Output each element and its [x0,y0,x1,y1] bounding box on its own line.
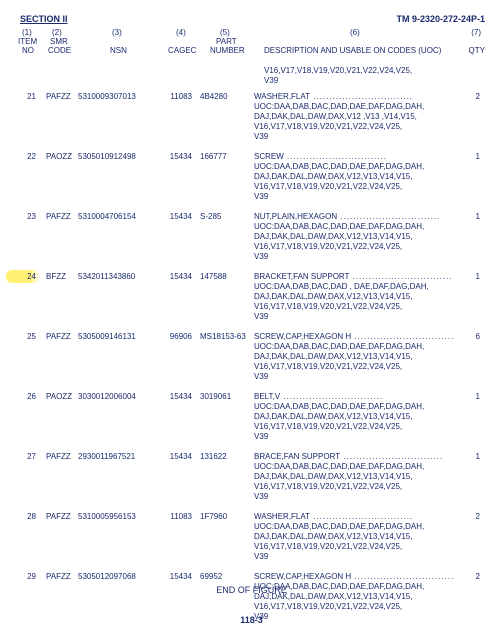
table-row: 26PAOZZ3030012006004154343019061BELT,V .… [0,392,503,442]
cell-qty: 1 [456,272,480,322]
col6-n: (6) [350,28,360,37]
cell-part: 131622 [192,452,246,502]
cell-smr: PAOZZ [36,152,74,202]
cell-item: 23 [14,212,36,262]
col5-l2: NUMBER [210,46,245,55]
cell-part: 166777 [192,152,246,202]
table-row: 23PAFZZ531000470615415434S-285NUT,PLAIN,… [0,212,503,262]
table-rows: 21PAFZZ5310009307013110834B4280WASHER,FL… [0,92,503,632]
cell-cage: 15434 [154,452,192,502]
table-row: 28PAFZZ5310005956153110831F7960WASHER,FL… [0,512,503,562]
cell-smr: PAFZZ [36,332,74,382]
end-of-figure: END OF FIGURE [0,585,503,595]
cell-cage: 11083 [154,92,192,142]
cell-item: 22 [14,152,36,202]
cell-smr: PAFZZ [36,512,74,562]
col7-n: (7) [471,28,481,37]
cell-item: 24 [14,272,36,322]
cell-part: MS18153-63 [192,332,246,382]
col1-n: (1) [22,28,32,37]
col1-l2: NO [22,46,34,55]
cell-desc: SCREW,CAP,HEXAGON H ....................… [246,332,456,382]
cell-cage: 15434 [154,152,192,202]
cell-qty: 6 [456,332,480,382]
cell-nsn: 5310005956153 [74,512,154,562]
cell-qty: 2 [456,512,480,562]
cell-part: S-285 [192,212,246,262]
cell-nsn: 3030012006004 [74,392,154,442]
cell-item: 27 [14,452,36,502]
table-row: 21PAFZZ5310009307013110834B4280WASHER,FL… [0,92,503,142]
cell-desc: BRACE,FAN SUPPORT ......................… [246,452,456,502]
cell-cage: 96906 [154,332,192,382]
col1-l1: ITEM [18,37,37,46]
cell-item: 25 [14,332,36,382]
cell-desc: WASHER,FLAT ............................… [246,92,456,142]
cell-nsn: 5342011343860 [74,272,154,322]
cell-nsn: 5305010912498 [74,152,154,202]
col7-l: QTY [469,46,485,55]
cell-cage: 15434 [154,272,192,322]
cell-part: 3019061 [192,392,246,442]
cell-desc: BELT,V ...............................UO… [246,392,456,442]
cell-nsn: 2930011967521 [74,452,154,502]
col5-n: (5) [220,28,230,37]
page-number: 118-3 [0,615,503,625]
col2-l2: CODE [48,46,71,55]
cell-item: 28 [14,512,36,562]
cell-qty: 1 [456,212,480,262]
table-row: 22PAOZZ530501091249815434166777SCREW ...… [0,152,503,202]
col4-l: CAGEC [168,46,196,55]
cell-smr: PAFZZ [36,212,74,262]
cell-desc: WASHER,FLAT ............................… [246,512,456,562]
cell-qty: 1 [456,452,480,502]
cell-qty: 1 [456,152,480,202]
cell-cage: 15434 [154,212,192,262]
col3-n: (3) [112,28,122,37]
table-row: 24BFZZ534201134386015434147588BRACKET,FA… [0,272,503,322]
cell-cage: 15434 [154,392,192,442]
cell-desc: BRACKET,FAN SUPPORT ....................… [246,272,456,322]
cell-nsn: 5305009146131 [74,332,154,382]
table-row: 25PAFZZ530500914613196906MS18153-63SCREW… [0,332,503,382]
cell-desc: SCREW ...............................UOC… [246,152,456,202]
cell-cage: 11083 [154,512,192,562]
cell-nsn: 5310004706154 [74,212,154,262]
section-header: SECTION II [20,14,68,24]
cell-desc: NUT,PLAIN,HEXAGON ......................… [246,212,456,262]
cell-item: 26 [14,392,36,442]
cell-part: 4B4280 [192,92,246,142]
cell-smr: PAFZZ [36,92,74,142]
cell-nsn: 5310009307013 [74,92,154,142]
col3-l: NSN [110,46,127,55]
lead-uoc: V16,V17,V18,V19,V20,V21,V22,V24,V25, V39 [264,66,412,86]
tm-number: TM 9-2320-272-24P-1 [396,14,485,24]
cell-part: 147588 [192,272,246,322]
cell-smr: PAOZZ [36,392,74,442]
col6-l: DESCRIPTION AND USABLE ON CODES (UOC) [264,46,441,55]
cell-qty: 2 [456,92,480,142]
cell-qty: 1 [456,392,480,442]
cell-part: 1F7960 [192,512,246,562]
col2-n: (2) [52,28,62,37]
cell-item: 21 [14,92,36,142]
col5-l1: PART [216,37,237,46]
table-row: 27PAFZZ293001196752115434131622BRACE,FAN… [0,452,503,502]
cell-smr: PAFZZ [36,452,74,502]
col4-n: (4) [176,28,186,37]
cell-smr: BFZZ [36,272,74,322]
col2-l1: SMR [50,37,68,46]
